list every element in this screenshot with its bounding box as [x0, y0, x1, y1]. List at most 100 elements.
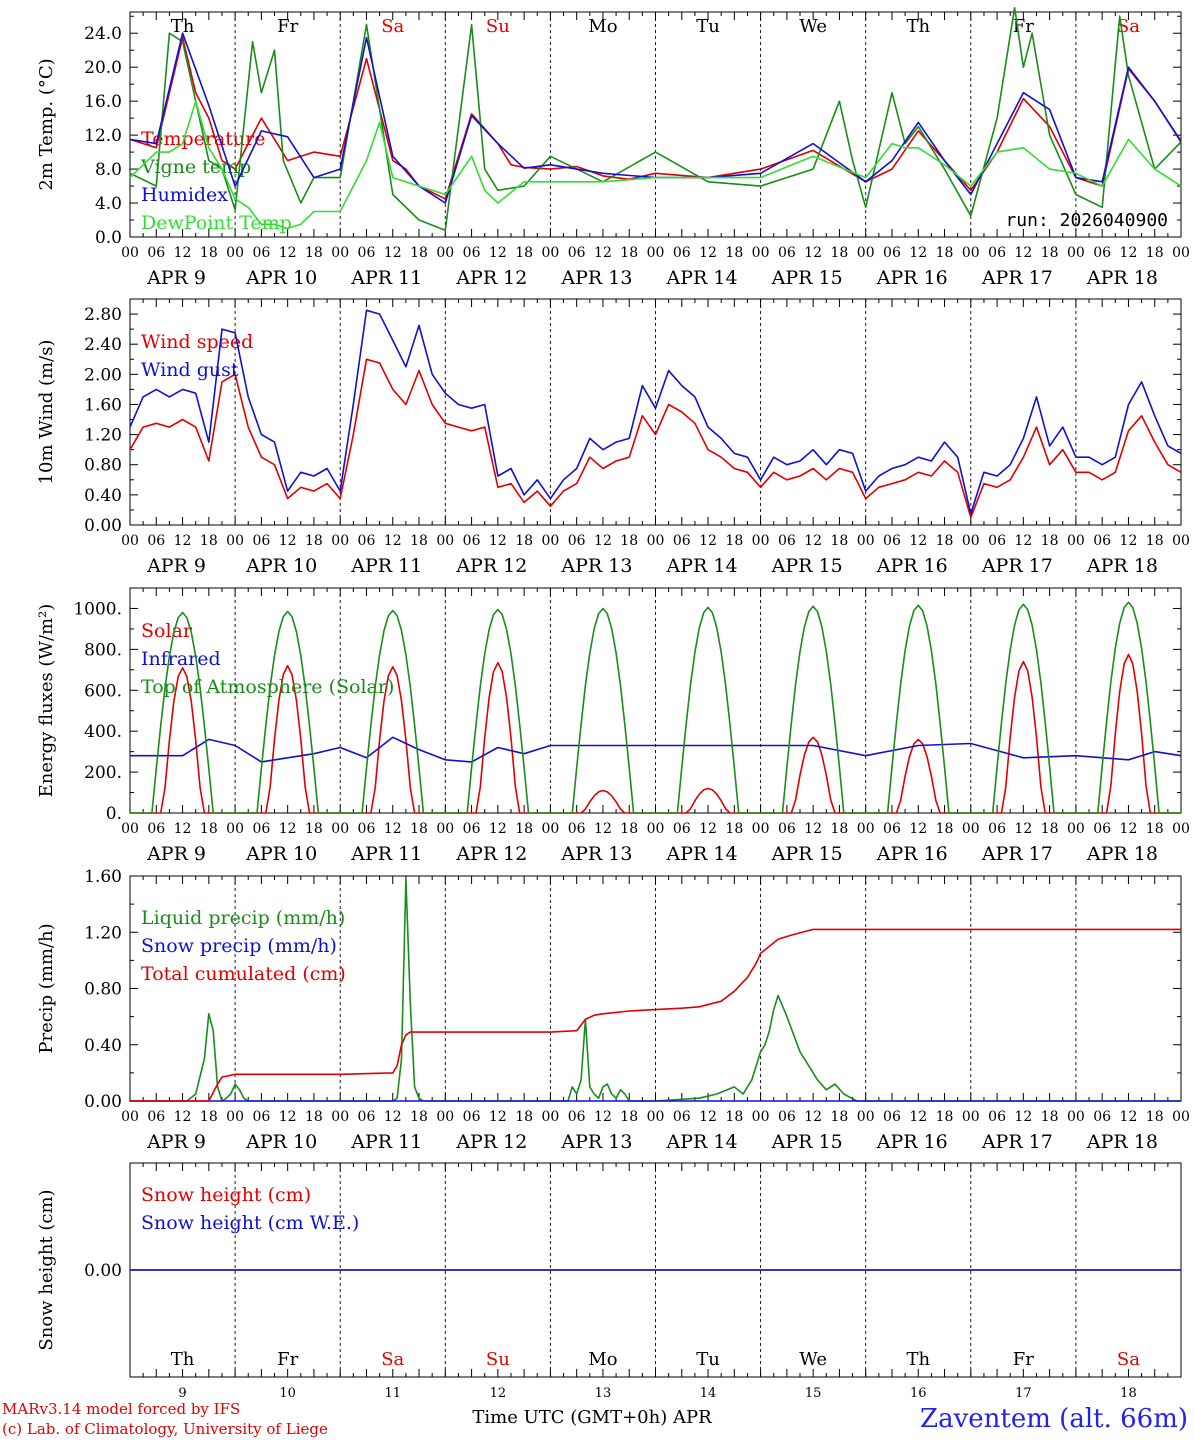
date-label: APR 10 — [245, 267, 317, 289]
hour-label: 12 — [804, 1109, 822, 1125]
date-label: APR 18 — [1086, 555, 1158, 577]
hour-label: 18 — [620, 533, 638, 549]
date-label: APR 13 — [560, 843, 632, 865]
hour-label: 18 — [1146, 533, 1164, 549]
series-wind-gust — [129, 309, 1182, 515]
date-label: APR 11 — [350, 267, 422, 289]
date-label: APR 11 — [350, 1131, 422, 1153]
date-label: APR 12 — [455, 267, 527, 289]
panel-temperature: 0.0 4.0 8.0 12.0 16.0 20.0 24.0 2m Temp. (°C) 00… — [36, 7, 1190, 289]
hour-label: 18 — [1146, 821, 1164, 837]
hour-label: 00 — [1067, 533, 1085, 549]
hour-label: 00 — [962, 1109, 980, 1125]
hour-label: 12 — [804, 245, 822, 261]
hour-label: 12 — [489, 1109, 507, 1125]
hour-label: 06 — [778, 1109, 796, 1125]
hour-label: 18 — [410, 1109, 428, 1125]
hour-label: 12 — [384, 533, 402, 549]
hour-label: 18 — [831, 821, 849, 837]
y-tick-label: 0.00 — [84, 516, 122, 536]
hour-label: 18 — [1146, 1109, 1164, 1125]
hour-label: 18 — [200, 245, 218, 261]
series-humidex — [129, 32, 1182, 204]
series-top-of-atmosphere-solar- — [130, 601, 1181, 814]
hour-label: 18 — [725, 821, 743, 837]
series-infrared — [130, 736, 1182, 763]
hour-label: 00 — [962, 245, 980, 261]
hour-label: 12 — [384, 245, 402, 261]
date-label: APR 13 — [560, 1131, 632, 1153]
hour-label: 12 — [909, 245, 927, 261]
hour-label: 00 — [647, 821, 665, 837]
legend-entry: Wind gust — [141, 359, 239, 381]
hour-label: 06 — [568, 821, 586, 837]
hour-label: 00 — [752, 1109, 770, 1125]
date-label: APR 15 — [771, 555, 843, 577]
legend-entry: Humidex — [141, 184, 228, 206]
y-tick-label: 8.0 — [95, 160, 122, 180]
weekday-label: Sa — [1117, 1349, 1140, 1370]
hour-label: 06 — [463, 533, 481, 549]
hour-label: 18 — [1041, 245, 1059, 261]
hour-label: 18 — [1041, 1109, 1059, 1125]
hour-label: 06 — [778, 821, 796, 837]
series-vigne-temp — [129, 7, 1182, 231]
hour-label: 12 — [909, 821, 927, 837]
date-label: APR 12 — [455, 1131, 527, 1153]
hour-label: 00 — [226, 245, 244, 261]
hour-label: 12 — [1120, 821, 1138, 837]
hour-label: 18 — [936, 533, 954, 549]
y-tick-label: 4.0 — [95, 194, 122, 214]
date-label: APR 9 — [146, 555, 206, 577]
date-label: APR 10 — [245, 843, 317, 865]
hour-label: 06 — [673, 245, 691, 261]
y-tick-label: 0.00 — [84, 1261, 122, 1281]
legend-entry: Infrared — [141, 648, 221, 670]
date-label: APR 16 — [876, 267, 948, 289]
series-dewpoint-temp — [129, 100, 1182, 230]
y-tick-label: 0.0 — [95, 228, 122, 248]
hour-label: 06 — [252, 821, 270, 837]
panel-wind: 0.00 0.40 0.80 1.20 1.60 2.00 2.40 2.80 10m Wind… — [36, 298, 1190, 577]
hour-label: 00 — [1067, 245, 1085, 261]
weekday-label: Tu — [696, 16, 720, 37]
hour-label: 12 — [279, 245, 297, 261]
y-tick-label: 0.40 — [84, 486, 122, 506]
hour-label: 06 — [252, 533, 270, 549]
hour-label: 06 — [252, 245, 270, 261]
hour-label: 12 — [1014, 1109, 1032, 1125]
day-number-label: 16 — [910, 1386, 927, 1401]
y-axis-label: Energy fluxes (W/m²) — [36, 604, 57, 798]
date-label: APR 16 — [876, 1131, 948, 1153]
date-label: APR 17 — [981, 843, 1053, 865]
hour-label: 00 — [647, 533, 665, 549]
date-label: APR 13 — [560, 555, 632, 577]
day-number-label: 11 — [384, 1386, 401, 1401]
hour-label: 06 — [358, 1109, 376, 1125]
hour-label: 12 — [909, 533, 927, 549]
panel-snow: 0.00 Snow height (cm) Snow height (cm) Snow… — [36, 1162, 1182, 1401]
hour-label: 00 — [226, 1109, 244, 1125]
hour-label: 06 — [883, 821, 901, 837]
weekday-label: We — [799, 16, 827, 37]
weekday-label: Su — [486, 16, 510, 37]
hour-label: 18 — [200, 533, 218, 549]
hour-label: 06 — [673, 821, 691, 837]
y-tick-label: 0. — [106, 804, 122, 824]
date-label: APR 13 — [560, 267, 632, 289]
hour-label: 12 — [489, 245, 507, 261]
weekday-label: Th — [171, 1349, 195, 1370]
date-label: APR 10 — [245, 555, 317, 577]
date-label: APR 14 — [666, 555, 738, 577]
hour-label: 18 — [725, 533, 743, 549]
hour-label: 00 — [857, 821, 875, 837]
date-label: APR 18 — [1086, 267, 1158, 289]
hour-label: 00 — [331, 1109, 349, 1125]
hour-label: 06 — [568, 1109, 586, 1125]
hour-label: 12 — [699, 821, 717, 837]
hour-label: 12 — [1120, 245, 1138, 261]
hour-label: 00 — [331, 821, 349, 837]
weekday-label: Sa — [381, 16, 404, 37]
hour-label: 18 — [305, 821, 323, 837]
